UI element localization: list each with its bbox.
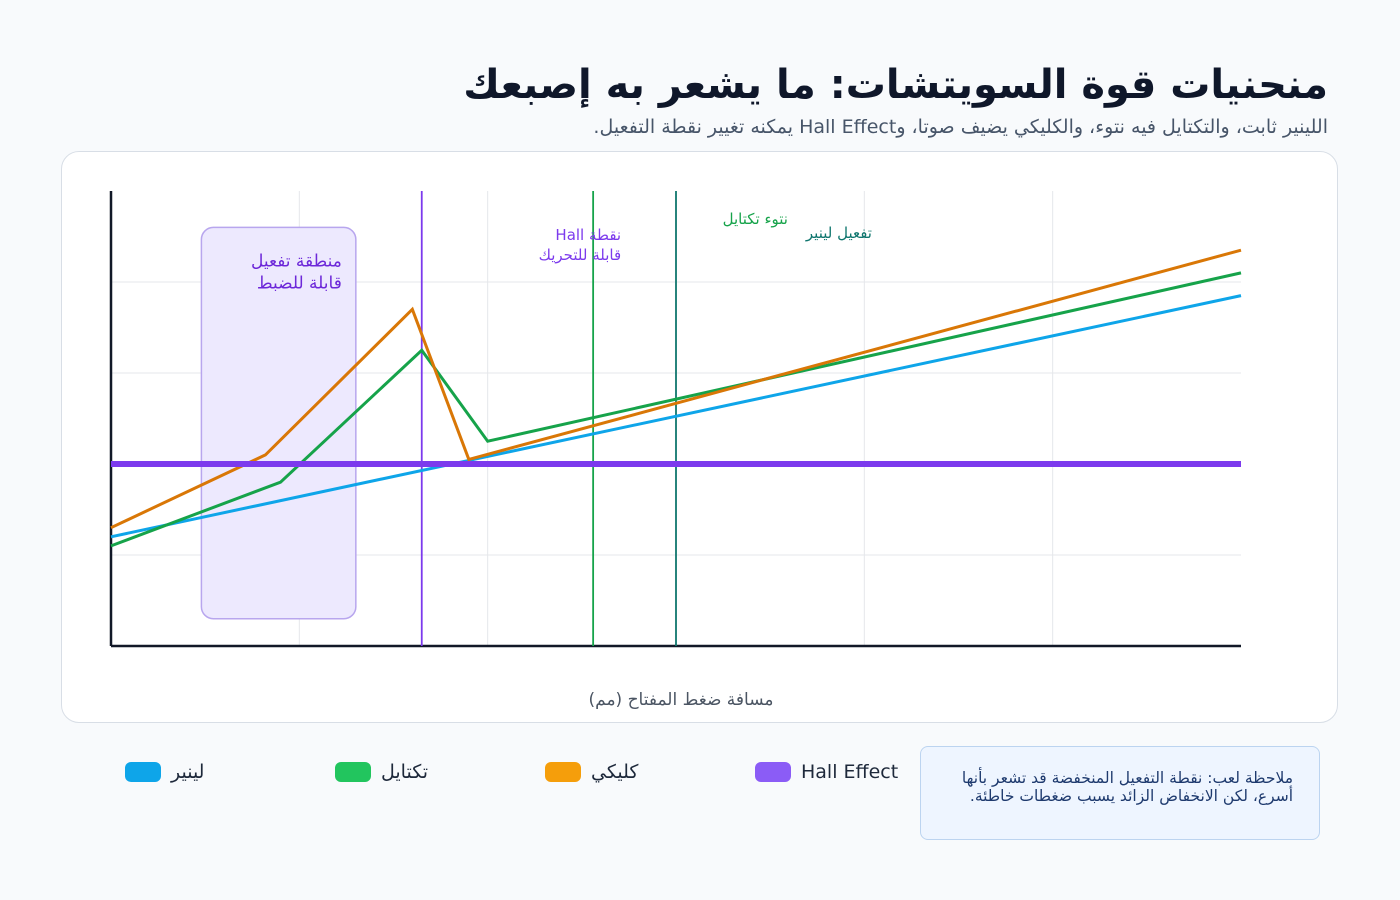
legend-swatch-clicky [545, 762, 581, 782]
x-axis-label: مسافة ضغط المفتاح (مم) [589, 690, 774, 710]
actuation-zone-region [200, 226, 357, 620]
chart-card: منطقة تفعيل قابلة للضبط نقطة Hall قابلة للت… [61, 151, 1338, 723]
legend-swatch-hall-effect [755, 762, 791, 782]
marker-label-tactile-bump: نتوء تكتايل [723, 210, 788, 228]
page-subtitle: اللينير ثابت، والتكتايل فيه نتوء، والكلي… [593, 116, 1328, 138]
annotation-zone-label: قابلة للضبط [257, 273, 342, 293]
marker-label-hall: قابلة للتحريك [539, 246, 622, 264]
legend-item-linear: لينير [125, 757, 204, 787]
legend-swatch-tactile [335, 762, 371, 782]
legend-item-hall-effect: Hall Effect [755, 757, 898, 787]
legend-label-clicky: كليكي [591, 761, 639, 783]
series-line-0 [110, 294, 1242, 539]
gaming-note: ملاحظة لعب: نقطة التفعيل المنخفضة قد تشع… [920, 746, 1320, 840]
legend-swatch-linear [125, 762, 161, 782]
legend-label-hall-effect: Hall Effect [801, 761, 899, 783]
legend-item-clicky: كليكي [545, 757, 638, 787]
legend-item-tactile: تكتايل [335, 757, 428, 787]
annotation-zone-label: منطقة تفعيل [251, 251, 342, 271]
page-title: منحنيات قوة السويتشات: ما يشعر به إصبعك [463, 62, 1328, 108]
legend-label-tactile: تكتايل [381, 761, 428, 783]
marker-label-linear-actuation: تفعيل لينير [805, 224, 872, 242]
marker-label-hall: نقطة Hall [555, 226, 621, 244]
legend-label-linear: لينير [171, 761, 205, 783]
series-line-2 [110, 248, 1242, 530]
